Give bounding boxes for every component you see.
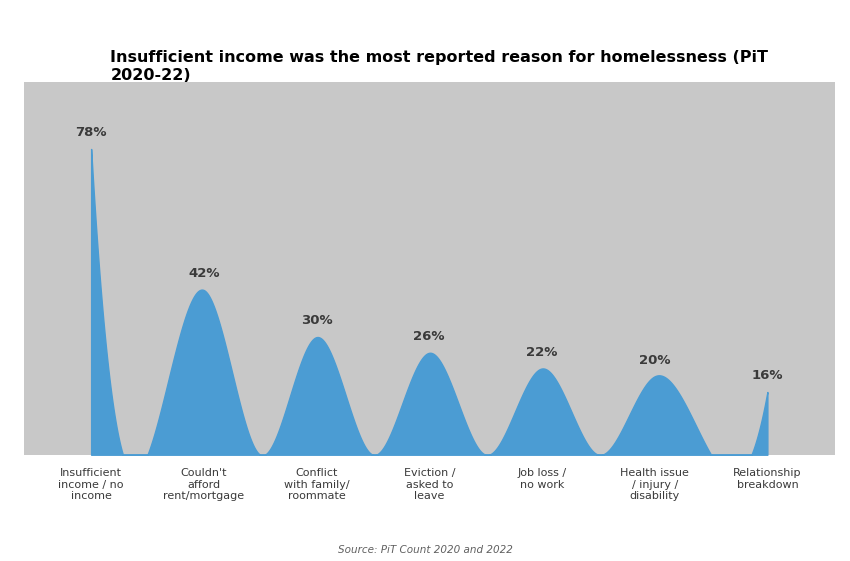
Text: 16%: 16% (751, 369, 783, 382)
Text: 26%: 26% (413, 330, 445, 343)
Text: Insufficient income was the most reported reason for homelessness (PiT 2020-22): Insufficient income was the most reporte… (110, 50, 768, 83)
Text: 42%: 42% (188, 267, 219, 280)
Text: 30%: 30% (301, 314, 332, 327)
Text: Source: PiT Count 2020 and 2022: Source: PiT Count 2020 and 2022 (337, 545, 513, 555)
Text: 20%: 20% (639, 353, 671, 366)
Text: 78%: 78% (76, 126, 107, 139)
Text: 22%: 22% (526, 346, 558, 358)
